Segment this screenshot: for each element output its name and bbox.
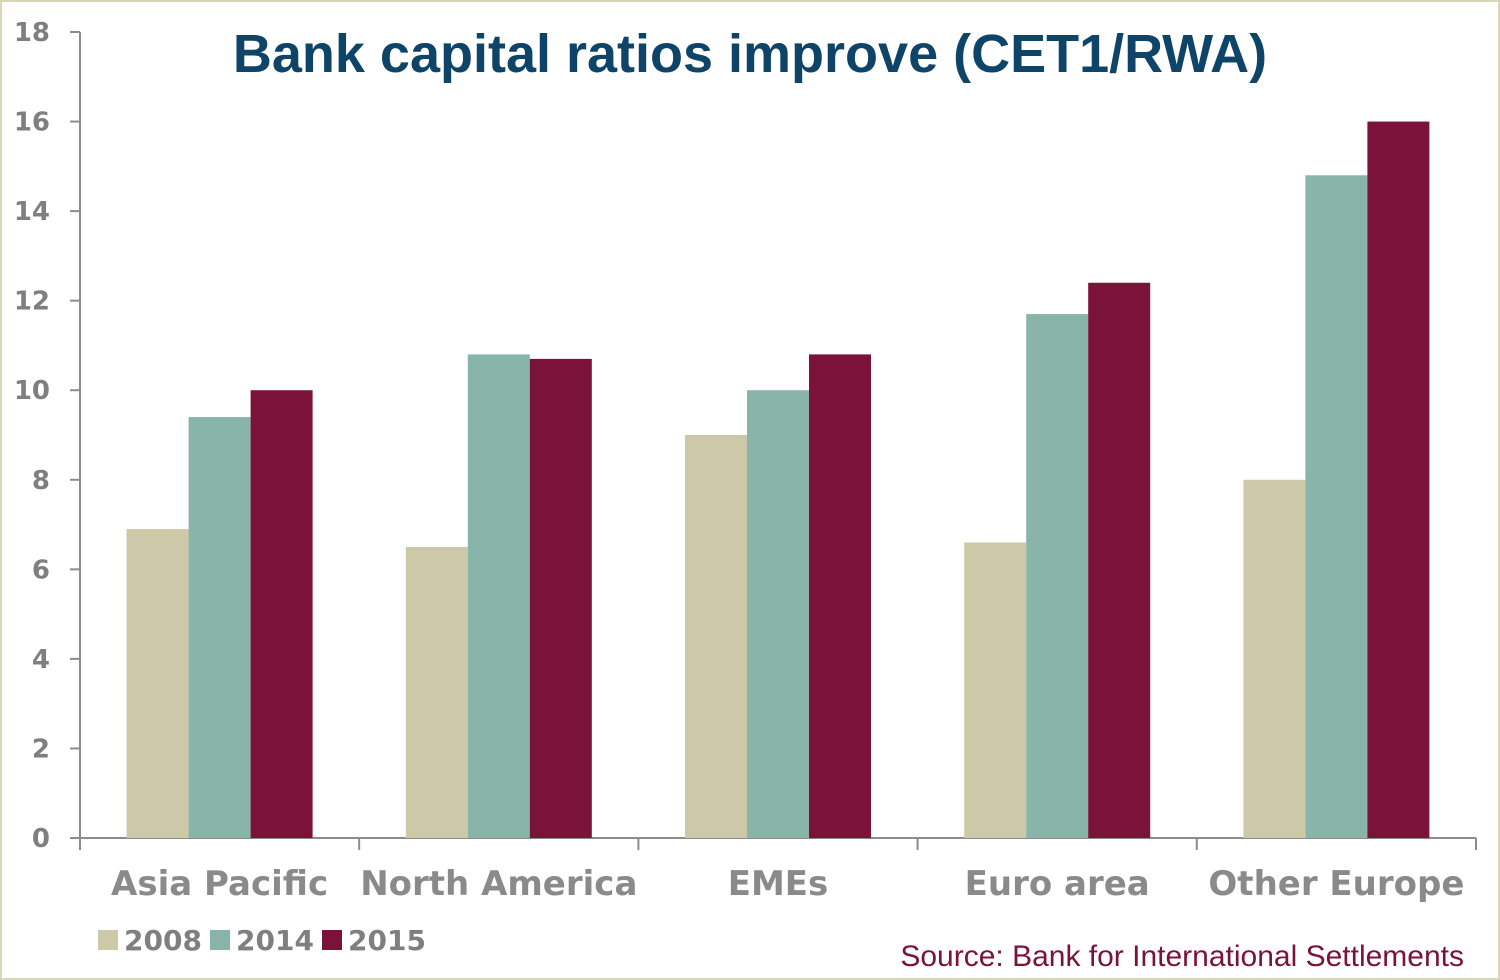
bar-2008-euro-area: [964, 542, 1027, 838]
legend-label-2008: 2008: [124, 924, 202, 957]
bar-2008-asia-pacific: [126, 529, 189, 838]
bar-2008-north-america: [405, 546, 468, 838]
legend: 2008 2014 2015: [98, 924, 426, 957]
y-tick-label: 8: [32, 466, 50, 496]
bar-2014-emes: [747, 390, 809, 838]
x-tick-label: EMEs: [728, 864, 829, 904]
bars-group: [126, 121, 1430, 839]
bar-2015-north-america: [529, 358, 592, 838]
y-tick-label: 4: [32, 645, 50, 675]
y-tick-label: 10: [14, 376, 50, 406]
bar-2015-asia-pacific: [250, 390, 313, 838]
source-note: Source: Bank for International Settlemen…: [900, 940, 1464, 973]
bar-2014-north-america: [467, 354, 530, 838]
y-tick-label: 12: [14, 287, 50, 317]
legend-label-2014: 2014: [236, 924, 314, 957]
axes: 0 2 4 6 8 10 12 14 16 18 Asia Pacific North America…: [14, 18, 1477, 904]
y-tick-label: 18: [14, 18, 50, 48]
y-tick-label: 0: [32, 824, 50, 854]
legend-label-2015: 2015: [348, 924, 426, 957]
x-tick-label: Asia Pacific: [111, 864, 328, 904]
y-tick-label: 16: [14, 108, 50, 138]
y-tick-label: 2: [32, 734, 50, 764]
bar-2015-other-europe: [1367, 121, 1430, 839]
chart-title: Bank capital ratios improve (CET1/RWA): [233, 24, 1267, 84]
legend-swatch-2008: [98, 930, 118, 950]
bar-2015-emes: [809, 354, 871, 838]
bar-2014-other-europe: [1305, 175, 1368, 839]
bar-2008-emes: [685, 435, 747, 838]
x-tick-label: North America: [360, 864, 637, 904]
bar-2014-euro-area: [1026, 314, 1089, 839]
legend-swatch-2014: [210, 930, 230, 950]
bar-2014-asia-pacific: [188, 417, 251, 838]
legend-swatch-2015: [322, 930, 342, 950]
bar-2015-euro-area: [1088, 282, 1151, 838]
y-tick-label: 6: [32, 555, 50, 585]
bar-2008-other-europe: [1243, 479, 1306, 838]
x-tick-label: Other Europe: [1208, 864, 1464, 904]
x-tick-label: Euro area: [965, 864, 1150, 904]
y-tick-label: 14: [14, 197, 50, 227]
